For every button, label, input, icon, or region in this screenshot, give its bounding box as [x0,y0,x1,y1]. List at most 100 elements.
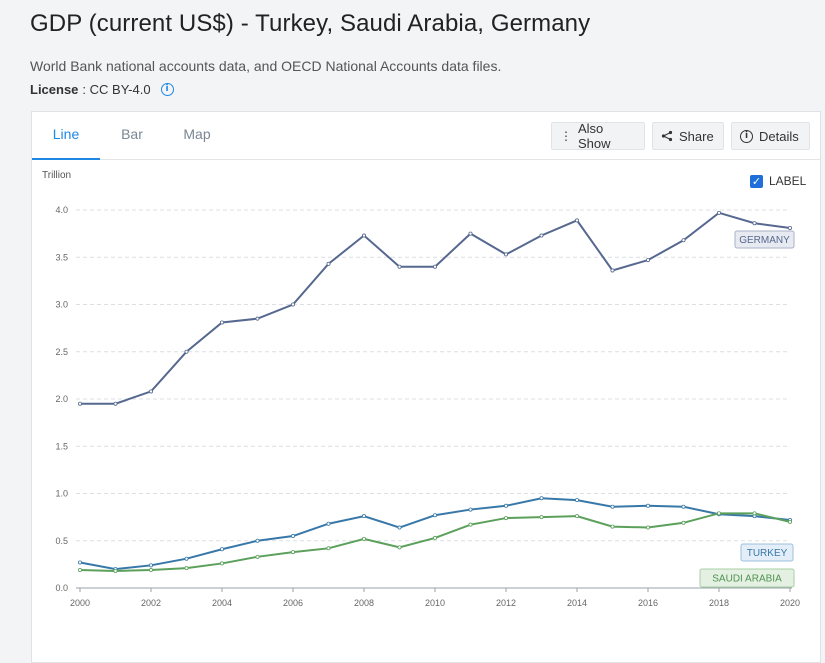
page-title: GDP (current US$) - Turkey, Saudi Arabia… [30,10,591,37]
data-point-germany [219,320,224,325]
chart-card: Line Bar Map ⋮ Also Show Share i Details… [31,111,821,663]
x-tick-label: 2020 [780,598,800,608]
data-point-turkey [219,547,224,552]
x-tick-label: 2004 [212,598,232,608]
data-point-germany [326,261,331,266]
y-tick-label: 2.0 [55,394,68,404]
data-point-saudi-arabia [326,546,331,551]
chart-tabs: Line Bar Map ⋮ Also Show Share i Details [32,112,820,160]
info-icon[interactable]: i [160,83,174,96]
data-point-turkey [503,503,508,508]
source-note: World Bank national accounts data, and O… [30,58,502,74]
data-point-turkey [255,538,260,543]
data-point-turkey [539,496,544,501]
data-point-germany [78,401,83,406]
x-tick-label: 2014 [567,598,587,608]
x-tick-label: 2000 [70,598,90,608]
share-icon [661,130,673,142]
data-point-germany [149,389,154,394]
x-tick-label: 2008 [354,598,374,608]
data-point-turkey [397,525,402,530]
data-point-saudi-arabia [717,511,722,516]
tab-map[interactable]: Map [183,126,211,142]
data-point-saudi-arabia [575,514,580,519]
data-point-germany [717,210,722,215]
data-point-saudi-arabia [361,536,366,541]
data-point-saudi-arabia [78,568,83,573]
more-vertical-icon: ⋮ [560,129,572,143]
data-point-germany [361,233,366,238]
series-label-saudi-arabia: SAUDI ARABIA [712,574,782,585]
details-label: Details [759,128,799,144]
data-point-germany [752,221,757,226]
data-point-turkey [468,507,473,512]
data-point-germany [468,231,473,236]
data-point-germany [184,349,189,354]
also-show-label: Also Show [578,121,611,151]
data-point-germany [646,258,651,263]
data-point-turkey [646,503,651,508]
data-point-germany [788,225,793,230]
data-point-saudi-arabia [503,516,508,521]
tab-line[interactable]: Line [32,112,100,160]
data-point-germany [397,264,402,269]
data-point-saudi-arabia [468,522,473,527]
tab-bar[interactable]: Bar [121,126,143,142]
data-point-turkey [575,498,580,503]
data-point-saudi-arabia [290,550,295,555]
x-tick-label: 2002 [141,598,161,608]
data-point-turkey [290,534,295,539]
data-point-germany [681,238,686,243]
data-point-saudi-arabia [539,515,544,520]
details-button[interactable]: i Details [731,122,810,150]
y-tick-label: 1.0 [55,489,68,499]
x-tick-label: 2018 [709,598,729,608]
y-tick-label: 0.5 [55,536,68,546]
details-info-icon: i [740,129,753,143]
x-tick-label: 2006 [283,598,303,608]
data-point-germany [432,264,437,269]
license-label: License [30,82,79,97]
data-point-germany [539,233,544,238]
data-point-saudi-arabia [681,520,686,525]
data-point-turkey [78,560,83,565]
license-value: : CC BY-4.0 [82,82,151,97]
data-point-saudi-arabia [149,568,154,573]
data-point-saudi-arabia [113,568,118,573]
data-point-saudi-arabia [255,554,260,559]
data-point-saudi-arabia [397,545,402,550]
data-point-germany [255,316,260,321]
data-point-saudi-arabia [752,511,757,516]
data-point-turkey [432,513,437,518]
data-point-saudi-arabia [788,519,793,524]
data-point-saudi-arabia [184,566,189,571]
data-point-turkey [610,504,615,509]
data-point-saudi-arabia [219,561,224,566]
data-point-turkey [149,563,154,568]
y-tick-label: 1.5 [55,441,68,451]
data-point-germany [575,218,580,223]
data-point-germany [113,401,118,406]
data-point-turkey [681,504,686,509]
x-tick-label: 2016 [638,598,658,608]
data-point-turkey [184,556,189,561]
y-tick-label: 4.0 [55,205,68,215]
license-line: License : CC BY-4.0 i [30,82,174,97]
data-point-saudi-arabia [646,525,651,530]
data-point-turkey [326,521,331,526]
data-point-turkey [361,514,366,519]
y-tick-label: 2.5 [55,347,68,357]
y-tick-label: 0.0 [55,583,68,593]
label-checkbox[interactable]: ✓ [750,174,763,188]
label-toggle[interactable]: ✓ LABEL [750,174,806,188]
share-button[interactable]: Share [652,122,724,150]
series-label-badge-turkey [740,543,794,562]
series-label-germany: GERMANY [739,235,790,246]
y-tick-label: 3.0 [55,300,68,310]
data-point-germany [503,252,508,257]
x-tick-label: 2010 [425,598,445,608]
line-chart: Trillion 0.0 0.5 1.0 1.5 2.0 2.5 3.0 3.5 4.0 2000 2… [42,170,800,608]
also-show-button[interactable]: ⋮ Also Show [551,121,645,151]
data-point-saudi-arabia [432,535,437,540]
y-tick-label: 3.5 [55,252,68,262]
